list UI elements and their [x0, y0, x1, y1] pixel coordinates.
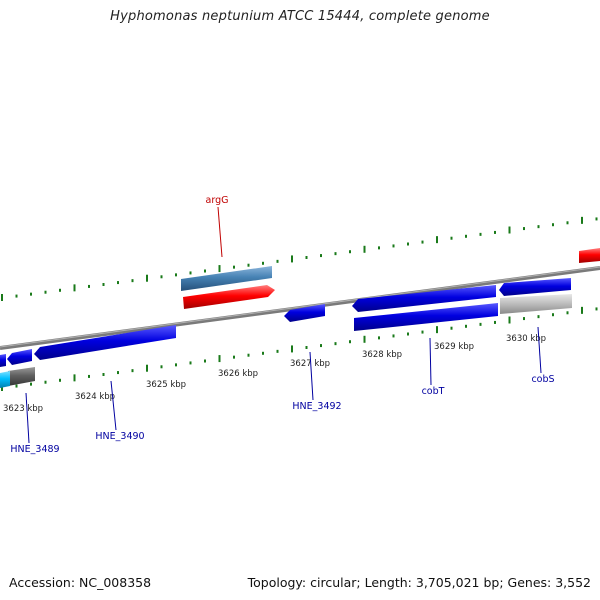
scale-label: 3623 kbp: [3, 404, 43, 414]
genome-stats-text: Topology: circular; Length: 3,705,021 bp…: [247, 575, 591, 590]
gene-label[interactable]: argG: [206, 195, 229, 206]
label-leader-line: [429, 337, 432, 386]
label-leader-line: [25, 392, 30, 444]
gene-dark-left[interactable]: [8, 367, 35, 386]
scale-label: 3628 kbp: [362, 350, 402, 360]
label-leader-line: [217, 206, 223, 258]
accession-text: Accession: NC_008358: [9, 575, 152, 590]
scale-label: 3624 kbp: [75, 392, 115, 402]
label-leader-line: [537, 326, 542, 374]
gene-label[interactable]: cobS: [531, 374, 554, 385]
gene-HNE_3489[interactable]: [7, 349, 32, 365]
gene-HNE_3492[interactable]: [284, 304, 325, 322]
scale-label: 3629 kbp: [434, 342, 474, 352]
scale-label: 3630 kbp: [506, 334, 546, 344]
gene-left-edge-blue[interactable]: [0, 354, 6, 367]
gene-label[interactable]: HNE_3490: [95, 431, 144, 442]
label-leader-line: [309, 351, 314, 401]
gene-cobS-pseudo[interactable]: [500, 294, 572, 314]
scale-label: 3625 kbp: [146, 380, 186, 390]
scale-label: 3626 kbp: [218, 369, 258, 379]
gene-argG-rna[interactable]: [181, 266, 272, 291]
gene-label[interactable]: cobT: [422, 386, 445, 397]
outer-scale-dots: [1, 216, 598, 301]
scale-labels: 3623 kbp 3624 kbp 3625 kbp 3626 kbp 3627 kbp…: [3, 334, 546, 414]
gene-cobT-upper[interactable]: [352, 285, 496, 312]
scale-label: 3627 kbp: [290, 359, 330, 369]
map-title: Hyphomonas neptunium ATCC 15444, complet…: [110, 9, 490, 24]
gene-cobS-upper[interactable]: [499, 278, 571, 296]
gene-red-edge[interactable]: [579, 248, 600, 263]
gene-label[interactable]: HNE_3489: [10, 444, 59, 455]
inner-scale-dots: [1, 306, 598, 391]
gene-cobT[interactable]: [354, 303, 498, 331]
gene-argG[interactable]: [183, 285, 275, 309]
genome-backbone: [0, 266, 600, 350]
gene-cyan-left[interactable]: [0, 371, 10, 388]
label-leader-line: [110, 380, 117, 431]
gene-labels: argG HNE_3489 HNE_3490 HNE_3492 cobT cobS: [10, 195, 554, 455]
gene-label[interactable]: HNE_3492: [292, 401, 341, 412]
gene-HNE_3490[interactable]: [34, 325, 176, 360]
